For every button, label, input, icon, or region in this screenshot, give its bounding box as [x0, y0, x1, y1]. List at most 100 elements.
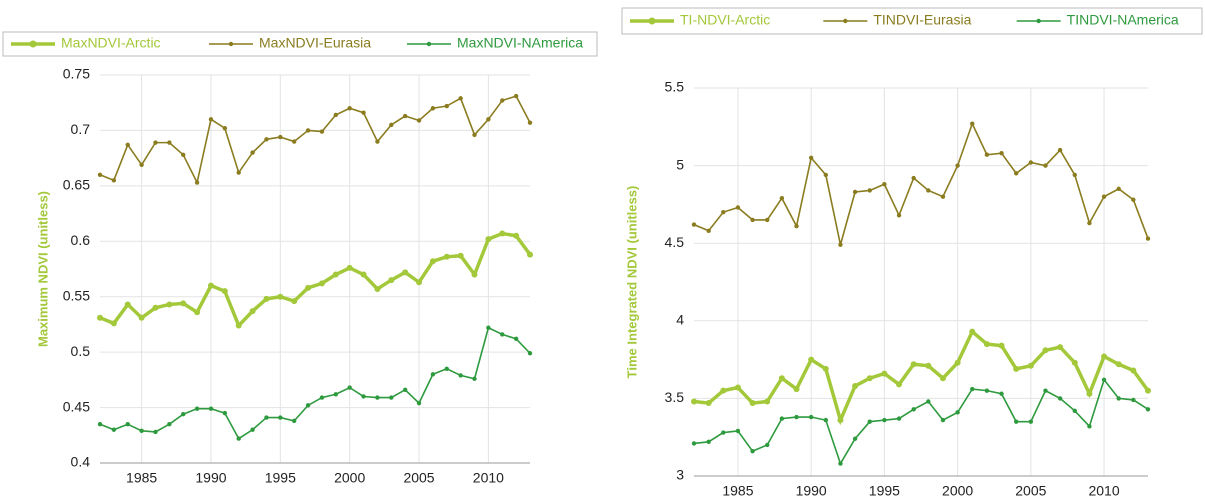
data-point	[374, 285, 381, 292]
data-point	[926, 188, 931, 193]
x-tick-label: 2010	[1088, 483, 1119, 499]
data-point	[332, 271, 339, 278]
data-point	[139, 428, 144, 434]
data-point	[998, 342, 1005, 349]
series-line	[693, 121, 1149, 245]
data-point	[333, 392, 339, 397]
legend-label: MaxNDVI-Arctic	[61, 35, 161, 51]
legend-label: MaxNDVI-NAmerica	[457, 35, 583, 51]
data-point	[416, 279, 423, 286]
y-tick-label: 0.45	[63, 398, 90, 414]
data-point	[194, 309, 201, 316]
data-point	[402, 269, 409, 276]
data-point	[1042, 347, 1049, 354]
data-point	[691, 398, 697, 405]
data-point	[361, 110, 366, 115]
data-point	[305, 403, 311, 408]
data-point	[926, 399, 931, 404]
data-point	[125, 422, 130, 427]
data-point	[970, 386, 975, 392]
data-point	[361, 394, 366, 399]
y-tick-label: 0.4	[71, 454, 91, 470]
data-point	[1043, 388, 1048, 393]
data-point	[721, 209, 726, 215]
data-point	[838, 242, 843, 247]
data-point	[235, 322, 242, 329]
data-point	[319, 395, 325, 400]
data-point	[208, 406, 214, 411]
legend-label: MaxNDVI-Eurasia	[259, 35, 371, 51]
data-point	[318, 280, 325, 287]
data-point	[222, 410, 228, 416]
data-point	[1115, 361, 1122, 368]
data-point	[333, 112, 339, 118]
data-point	[867, 188, 872, 193]
series-line	[99, 95, 531, 185]
data-point	[389, 395, 394, 400]
data-point	[1145, 387, 1151, 394]
data-point	[181, 152, 186, 158]
data-point	[911, 407, 916, 412]
data-point	[910, 361, 917, 368]
data-point	[896, 381, 903, 388]
data-point	[167, 422, 172, 427]
data-point	[471, 271, 478, 278]
data-point	[249, 308, 256, 315]
legend-marker	[426, 41, 432, 47]
data-point	[236, 436, 241, 441]
legend-label: TINDVI-NAmerica	[1067, 12, 1179, 28]
data-point	[389, 122, 394, 128]
data-point	[1028, 419, 1034, 424]
data-point	[111, 178, 117, 183]
legend-box	[621, 7, 1203, 35]
data-point	[346, 264, 353, 271]
data-point	[457, 252, 464, 259]
data-point	[278, 134, 283, 140]
data-point	[486, 325, 491, 330]
data-point	[940, 194, 946, 199]
data-point	[513, 336, 519, 342]
data-point	[999, 150, 1004, 156]
y-axis-label: Maximum NDVI (unitless)	[35, 191, 50, 347]
data-point	[765, 442, 770, 448]
data-point	[896, 416, 902, 421]
data-point	[765, 217, 770, 223]
data-point	[443, 253, 450, 260]
data-point	[1116, 396, 1121, 401]
y-tick-label: 0.55	[63, 287, 90, 303]
data-point	[1013, 365, 1020, 372]
y-tick-label: 4	[676, 312, 684, 328]
data-point	[402, 113, 408, 119]
data-point	[250, 150, 255, 155]
series-line	[693, 328, 1150, 426]
data-point	[278, 415, 283, 420]
data-point	[194, 406, 200, 411]
data-point	[500, 332, 505, 337]
y-tick-label: 0.75	[63, 66, 90, 82]
data-point	[955, 410, 960, 415]
data-point	[360, 271, 367, 278]
data-point	[263, 295, 270, 302]
data-point	[778, 375, 785, 382]
data-point	[882, 182, 887, 187]
x-tick-label: 1985	[126, 470, 157, 486]
data-point	[264, 415, 269, 420]
y-tick-label: 0.6	[71, 232, 91, 248]
data-point	[735, 205, 741, 210]
data-point	[347, 106, 352, 111]
data-point	[499, 230, 506, 237]
y-tick-label: 5	[676, 156, 684, 172]
data-point	[194, 180, 200, 185]
data-point	[1071, 359, 1078, 366]
data-point	[347, 385, 352, 390]
data-point	[430, 106, 436, 111]
x-tick-label: 2005	[1015, 483, 1046, 499]
data-point	[527, 120, 533, 125]
data-point	[97, 314, 103, 321]
data-point	[794, 414, 799, 420]
y-axis-label: Time Integrated NDVI (unitless)	[624, 186, 639, 379]
data-point	[750, 217, 755, 223]
data-point	[1072, 172, 1077, 178]
data-point	[1101, 353, 1108, 360]
data-point	[939, 375, 946, 382]
